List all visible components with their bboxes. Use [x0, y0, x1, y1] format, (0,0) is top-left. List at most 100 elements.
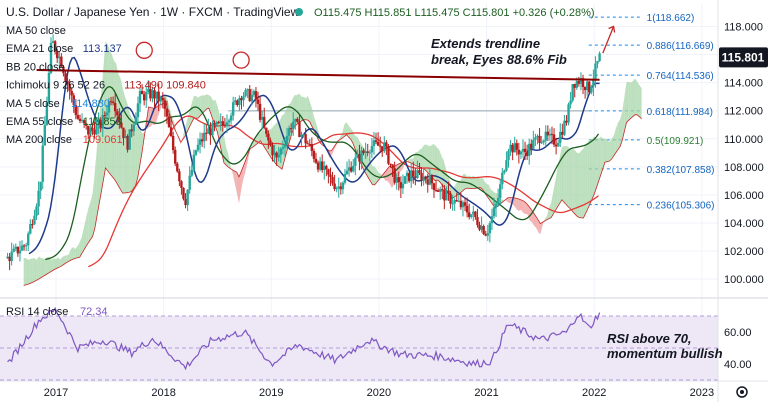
cloud-bullish-segment [262, 129, 265, 148]
candle-body [184, 198, 187, 206]
cloud-bullish-segment [109, 50, 112, 177]
cloud-bullish-segment [51, 258, 54, 272]
candle-body [223, 125, 227, 127]
candle-body [12, 248, 15, 252]
cloud-bullish-segment [75, 245, 78, 259]
candle-body [289, 128, 293, 130]
candle-body [596, 61, 599, 64]
rsi-pane[interactable]: RSI 14 close 72.34 [0, 306, 718, 381]
indicator-legend[interactable]: MA 50 close EMA 21 close 113.137 BB 20 clos… [6, 25, 206, 146]
candle-body [528, 143, 531, 156]
time-axis-tick-label: 2021 [474, 387, 498, 399]
candle-body [242, 96, 245, 101]
symbol-title[interactable]: U.S. Dollar / Japanese Yen · 1W · FXCM ·… [6, 5, 300, 19]
candle-body [292, 121, 295, 129]
candle-body [416, 170, 419, 178]
cloud-bullish-segment [111, 55, 115, 179]
cloud-bearish-segment [333, 144, 336, 152]
candle-body [391, 164, 394, 169]
candle-body [72, 95, 75, 106]
cloud-bullish-segment [36, 256, 39, 281]
candle-body [463, 202, 467, 206]
candle-body [420, 172, 423, 182]
settings-gear-icon[interactable] [736, 386, 748, 398]
candle-body [563, 120, 566, 135]
cloud-bearish-segment [232, 169, 235, 184]
cloud-bullish-segment [607, 139, 610, 162]
candle-body [91, 127, 94, 130]
candle-body [364, 151, 367, 153]
cloud-bullish-segment [30, 258, 33, 284]
candle-body [496, 198, 500, 204]
candle-body [401, 183, 405, 189]
candle-body [523, 148, 527, 153]
candle-body [238, 98, 241, 106]
candle-body [161, 97, 164, 101]
cloud-bearish-segment [236, 172, 239, 204]
candle-body [424, 176, 427, 180]
cloud-bullish-segment [378, 173, 382, 180]
candle-body [407, 172, 411, 182]
time-axis-tick-label: 2019 [259, 387, 283, 399]
indicator-legend-item: Ichimoku 9 26 52 26 113.490 109.840 [6, 80, 206, 92]
cloud-bearish-segment [159, 104, 162, 113]
cloud-bullish-segment [589, 138, 593, 205]
candle-body [561, 131, 564, 135]
candle-body [505, 160, 508, 171]
candle-body [428, 175, 432, 185]
time-axis-tick-label: 2018 [151, 387, 175, 399]
candle-body [405, 172, 409, 177]
cloud-bullish-segment [585, 142, 588, 214]
cloud-bullish-segment [301, 96, 304, 121]
candle-body [10, 251, 13, 262]
trendline-layer[interactable] [36, 25, 616, 81]
candle-body [283, 144, 287, 148]
candle-body [271, 145, 274, 156]
candle-body [482, 226, 485, 235]
candle-body [29, 224, 32, 234]
touch-marker-circle [135, 41, 153, 59]
candle-body [349, 167, 353, 172]
cloud-bearish-segment [385, 168, 388, 181]
candle-body [320, 161, 324, 171]
rsi-axis-tick-label: 60.00 [724, 327, 752, 339]
candle-body [592, 78, 595, 87]
indicator-name: MA 5 close [6, 98, 60, 110]
candle-body [140, 90, 144, 95]
cloud-bearish-segment [389, 166, 392, 189]
candle-body [165, 108, 169, 117]
candle-body [294, 118, 297, 122]
candle-body [318, 161, 322, 170]
candle-body [341, 182, 345, 190]
cloud-bullish-segment [426, 144, 429, 174]
senkou-span-b [23, 102, 642, 286]
candle-body [387, 146, 390, 164]
candle-body [53, 41, 57, 52]
candle-body [478, 224, 481, 230]
candle-body [337, 186, 340, 189]
cloud-bullish-segment [198, 95, 201, 119]
candle-body [281, 147, 285, 149]
candle-body [486, 233, 490, 236]
candle-body [480, 226, 483, 230]
cloud-bullish-segment [432, 144, 435, 181]
cloud-bullish-segment [570, 148, 573, 212]
candle-body [410, 170, 413, 182]
indicator-legend-item: EMA 21 close 113.137 [6, 43, 122, 55]
candle-body [118, 115, 121, 123]
cloud-bullish-segment [73, 247, 76, 260]
cloud-bullish-segment [419, 148, 422, 168]
cloud-bullish-segment [467, 175, 470, 189]
candle-body [457, 200, 461, 202]
candle-body [536, 135, 539, 138]
cloud-bullish-segment [548, 202, 552, 219]
current-price-badge[interactable]: 115.801 [719, 47, 768, 68]
candle-body [145, 92, 148, 101]
indicator-name: BB 20 close [6, 61, 65, 73]
candle-body [68, 84, 71, 91]
candle-body [515, 143, 518, 150]
candle-body [383, 142, 386, 152]
cloud-bullish-segment [458, 180, 461, 195]
cloud-bullish-segment [574, 150, 577, 217]
